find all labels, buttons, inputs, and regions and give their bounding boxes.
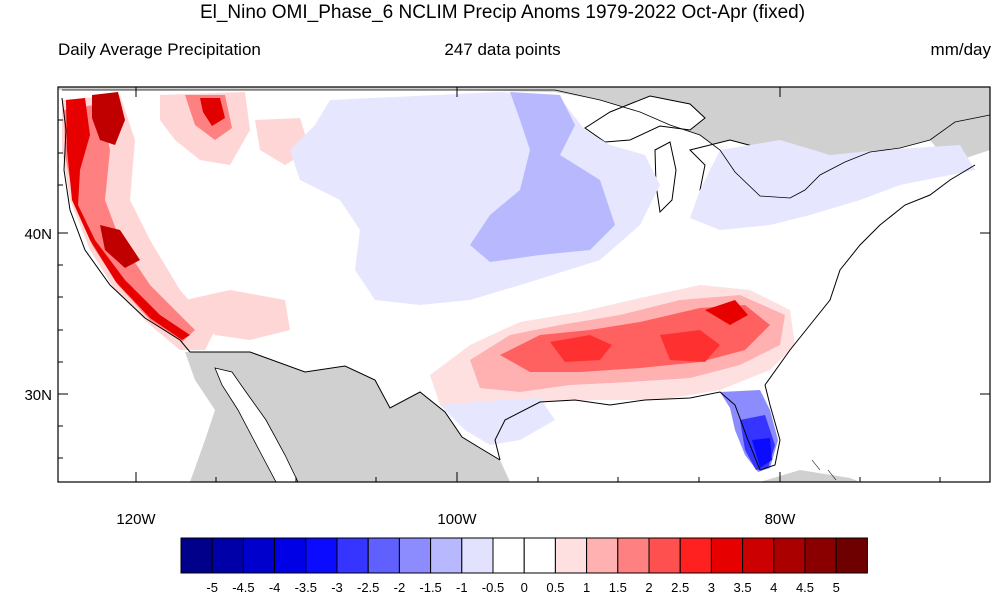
colorbar-swatch (367, 537, 400, 574)
units-label: mm/day (930, 40, 991, 59)
colorbar-swatch (305, 537, 338, 574)
colorbar-label: -4 (269, 580, 281, 595)
colorbar-swatch (617, 537, 650, 574)
colorbar-swatch (710, 537, 744, 574)
colorbar-swatch (648, 537, 681, 574)
colorbar-label: 0.5 (546, 580, 564, 595)
lat-label-40n: 40N (24, 226, 52, 243)
anom-west-coast-strong (66, 98, 190, 340)
anom-west-coast-mid (64, 104, 195, 342)
colorbar-label: -2.5 (357, 580, 379, 595)
colorbar-swatch (430, 537, 463, 574)
colorbar-label: 4.5 (796, 580, 814, 595)
colorbar-label: 5 (833, 580, 840, 595)
anom-rockies-north-core (200, 98, 225, 126)
us-east-coastline (764, 164, 976, 386)
colorbar-label: 3.5 (734, 580, 752, 595)
colorbar-swatch (679, 537, 712, 574)
colorbar-label: -2 (394, 580, 406, 595)
colorbar-swatch (492, 537, 525, 574)
anom-alabama-core (660, 330, 720, 362)
colorbar-label: 2.5 (671, 580, 689, 595)
colorbar-label: 2 (645, 580, 652, 595)
lon-label-120w: 120W (116, 511, 156, 528)
colorbar-label: 0 (521, 580, 528, 595)
colorbar-swatch (835, 537, 868, 574)
colorbar-label: -3 (331, 580, 343, 595)
colorbar-swatch (242, 537, 276, 574)
colorbar-label: -5 (206, 580, 218, 595)
us-mexico-border (190, 351, 501, 461)
canada-border (62, 89, 990, 199)
colorbar-label: 1.5 (609, 580, 627, 595)
variable-label: Daily Average Precipitation (58, 40, 261, 59)
anom-florida-core (752, 438, 772, 468)
data-count-label: 247 data points (444, 40, 561, 59)
anom-sierra-core (100, 225, 140, 268)
colorbar-label: -3.5 (295, 580, 317, 595)
colorbar-swatch (523, 537, 556, 574)
anom-arkansas-core (550, 335, 612, 362)
colorbar-label: 3 (708, 580, 715, 595)
colorbar-swatch (554, 537, 588, 574)
colorbar-swatch (180, 537, 213, 574)
colorbar: -5 -4.5 -4 -3.5 -3 -2.5 -2 -1.5 -1 -0.5 0 0.5 1 1.5 2 2… (180, 537, 868, 595)
map-frame (57, 86, 991, 483)
anom-plains-blue (470, 92, 615, 262)
lat-label-30n: 30N (24, 387, 52, 404)
lon-label-80w: 80W (765, 511, 797, 528)
anom-cascades-core (92, 92, 125, 145)
colorbar-swatch (274, 537, 307, 574)
colorbar-swatch (742, 537, 775, 574)
us-gulf-coastline (494, 384, 781, 471)
colorbar-label: 4 (770, 580, 777, 595)
lake-superior (584, 95, 706, 143)
axis-ticks (58, 87, 990, 482)
colorbar-label: -0.5 (482, 580, 504, 595)
colorbar-swatch (461, 537, 494, 574)
us-west-coastline (61, 97, 191, 353)
anom-carolina-core (705, 300, 748, 325)
colorbar-swatch (336, 537, 369, 574)
map-title: El_Nino OMI_Phase_6 NCLIM Precip Anoms 1… (199, 2, 806, 23)
colorbar-label: 1 (583, 580, 590, 595)
lon-label-100w: 100W (437, 511, 477, 528)
anom-utah-pink (185, 290, 290, 340)
colorbar-label: -1 (456, 580, 468, 595)
colorbar-swatch (398, 537, 432, 574)
anom-texas-lightblue (440, 398, 555, 445)
colorbar-swatch (211, 537, 244, 574)
colorbar-label: -4.5 (232, 580, 254, 595)
colorbar-swatch (773, 537, 806, 574)
bahamas-outline (811, 459, 837, 481)
colorbar-swatch (586, 537, 619, 574)
colorbar-swatch (804, 537, 837, 574)
anom-northeast-lightblue (690, 140, 975, 230)
colorbar-label: -1.5 (419, 580, 441, 595)
baja-gulf (214, 367, 299, 482)
